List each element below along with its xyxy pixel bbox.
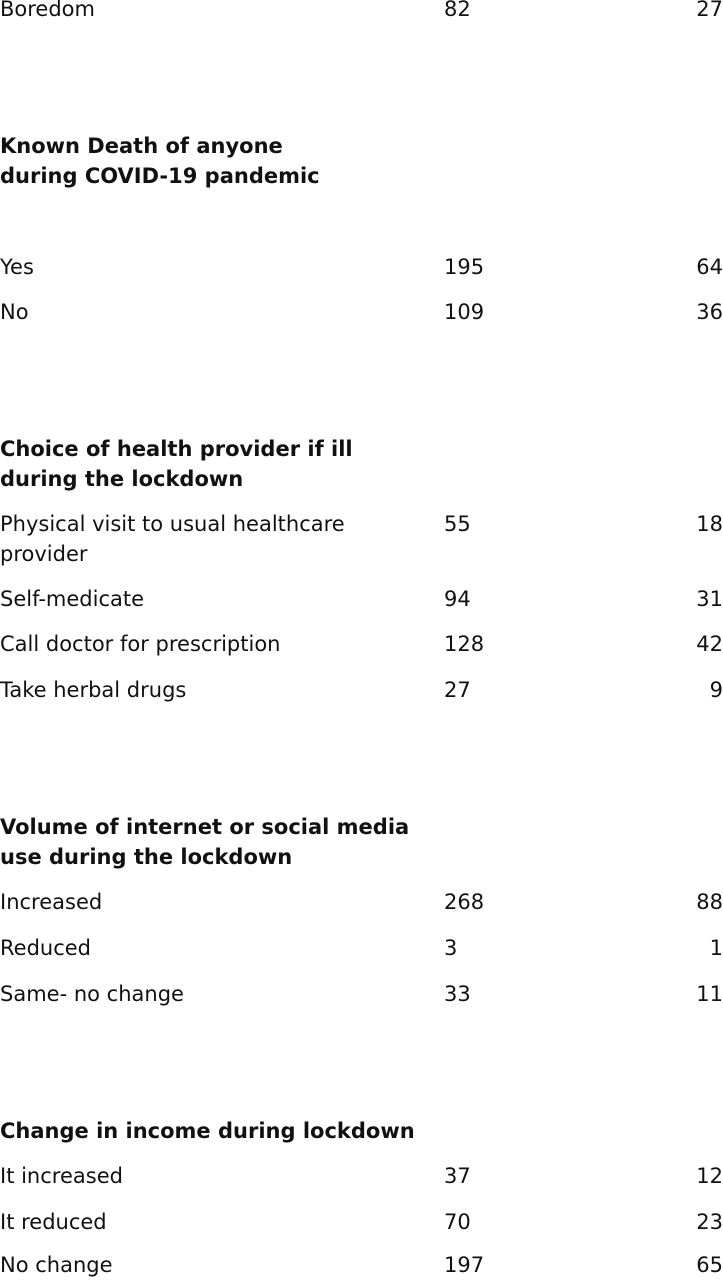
row-pct-internet-reduced: 1 [709,936,723,960]
row-pct-self-medicate: 31 [696,587,723,611]
row-count-internet-reduced: 3 [444,936,458,960]
row-pct-herbal-drugs: 9 [709,678,723,702]
row-count-herbal-drugs: 27 [444,678,471,702]
row-count-income-reduced: 70 [444,1210,471,1234]
row-count-call-doctor: 128 [444,632,485,656]
row-pct-death-no: 36 [696,300,723,324]
section-heading-internet-use: Volume of internet or social media use d… [0,815,410,869]
row-count-physical-visit: 55 [444,512,471,536]
row-count-income-increased: 37 [444,1164,471,1188]
row-label-death-yes: Yes [0,255,34,279]
row-pct-physical-visit: 18 [696,512,723,536]
row-pct-boredom: 27 [696,0,723,21]
row-label-income-reduced: It reduced [0,1210,107,1234]
row-label-internet-increased: Increased [0,890,103,914]
row-count-death-no: 109 [444,300,485,324]
row-count-income-no-change: 197 [444,1253,485,1277]
row-label-herbal-drugs: Take herbal drugs [0,678,187,702]
row-pct-death-yes: 64 [696,255,723,279]
row-count-self-medicate: 94 [444,587,471,611]
row-pct-call-doctor: 42 [696,632,723,656]
row-label-income-increased: It increased [0,1164,123,1188]
row-count-boredom: 82 [444,0,471,21]
row-label-income-no-change: No change [0,1253,113,1277]
row-label-call-doctor: Call doctor for prescription [0,632,281,656]
row-pct-internet-same: 11 [696,982,723,1006]
row-label-self-medicate: Self-medicate [0,587,145,611]
row-label-internet-reduced: Reduced [0,936,92,960]
row-label-internet-same: Same- no change [0,982,184,1006]
row-pct-income-reduced: 23 [696,1210,723,1234]
row-count-internet-increased: 268 [444,890,485,914]
row-label-boredom: Boredom [0,0,95,21]
section-heading-known-death: Known Death of anyone during COVID-19 pa… [0,134,320,188]
row-count-internet-same: 33 [444,982,471,1006]
row-count-death-yes: 195 [444,255,485,279]
row-pct-income-no-change: 65 [696,1253,723,1277]
section-heading-health-provider: Choice of health provider if ill during … [0,437,353,491]
row-pct-internet-increased: 88 [696,890,723,914]
row-label-death-no: No [0,300,29,324]
row-label-physical-visit: Physical visit to usual healthcare provi… [0,512,345,566]
row-pct-income-increased: 12 [696,1164,723,1188]
section-heading-income-change: Change in income during lockdown [0,1119,415,1143]
